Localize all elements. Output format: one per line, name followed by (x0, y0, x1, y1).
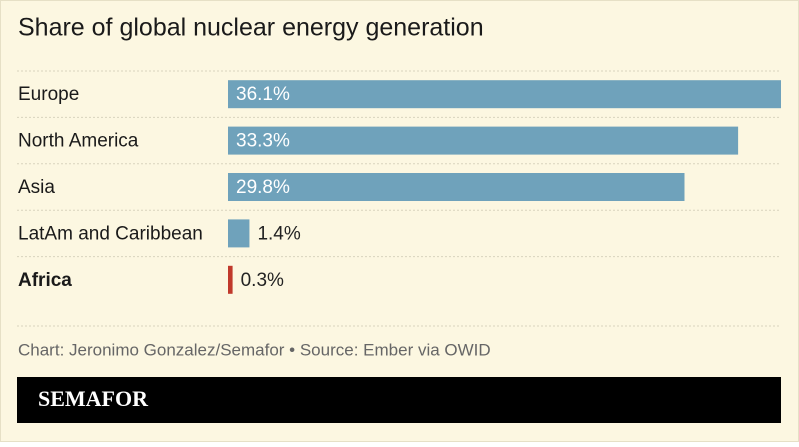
logo-bar (17, 377, 781, 423)
value-label: 0.3% (241, 270, 284, 291)
category-label: North America (18, 131, 139, 152)
category-label: Africa (18, 270, 72, 291)
bar (228, 219, 250, 248)
category-label: Europe (18, 84, 79, 105)
bar (228, 126, 739, 155)
credit: Chart: Jeronimo Gonzalez/Semafor • Sourc… (18, 340, 491, 359)
value-label: 36.1% (236, 84, 290, 105)
value-label: 29.8% (236, 177, 290, 198)
logo: SEMAFOR (38, 386, 149, 411)
chart-title: Share of global nuclear energy generatio… (18, 14, 484, 42)
category-label: LatAm and Caribbean (18, 223, 203, 244)
value-label: 33.3% (236, 131, 290, 152)
bar (228, 265, 233, 294)
bar (228, 80, 781, 109)
value-label: 1.4% (257, 223, 300, 244)
category-label: Asia (18, 177, 55, 198)
bar (228, 173, 685, 201)
